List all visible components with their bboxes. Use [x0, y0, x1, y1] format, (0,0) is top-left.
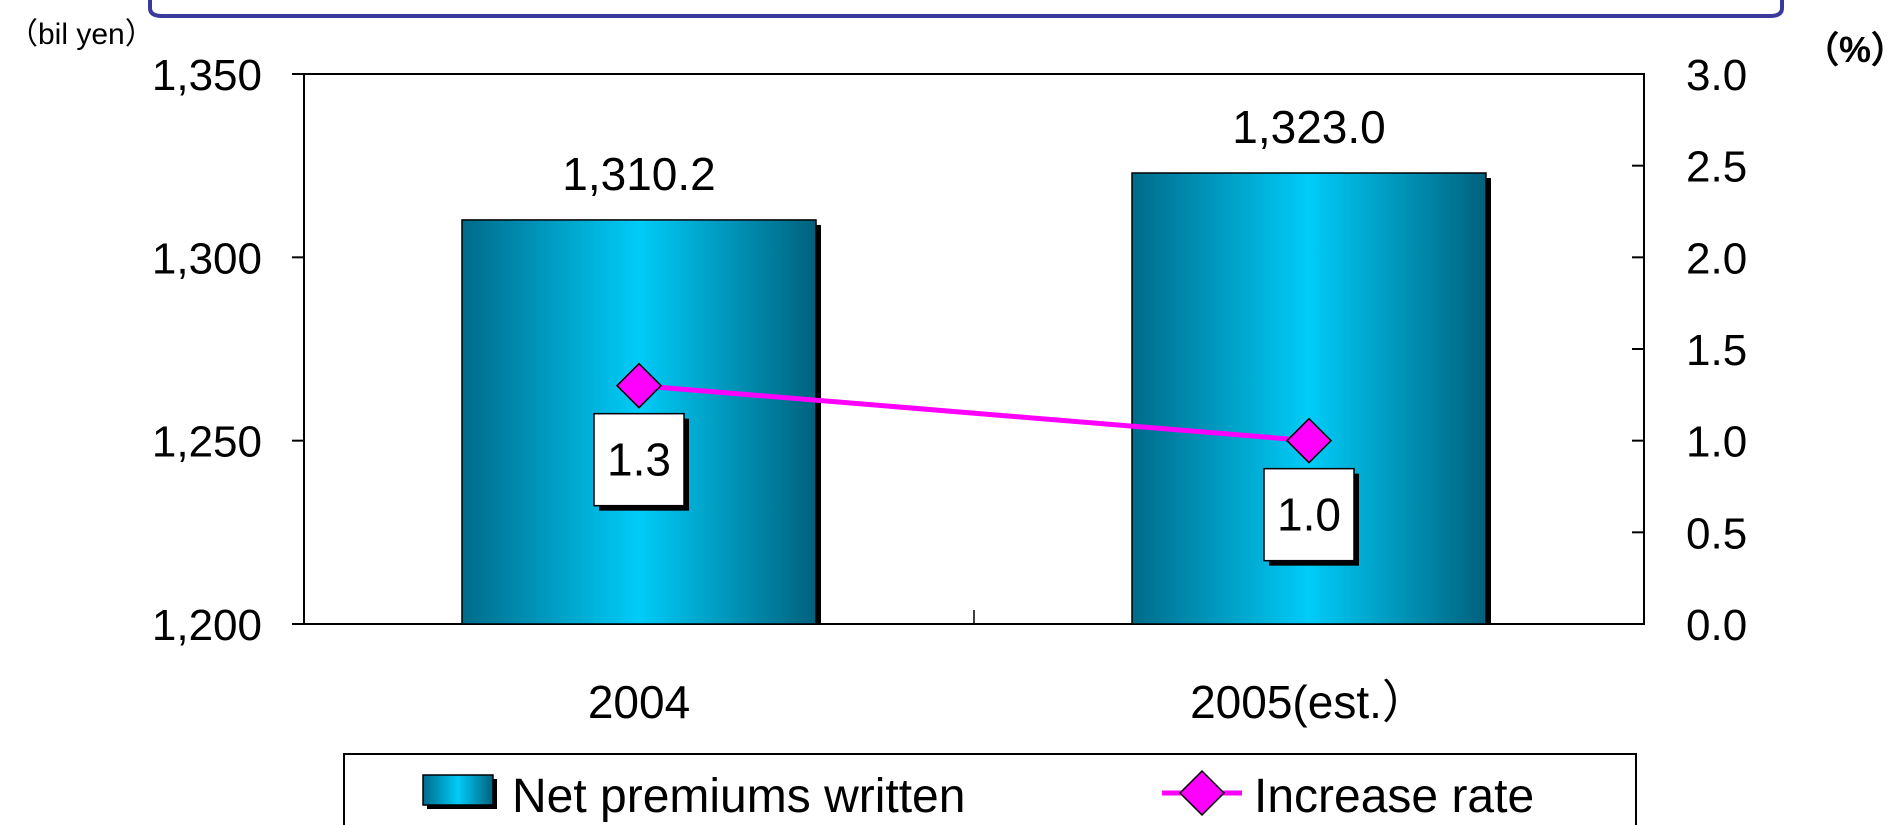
legend-label-net-premiums: Net premiums written: [512, 770, 965, 823]
left-axis-tick-label: 1,200: [152, 601, 262, 650]
right-axis-tick-label: 1.5: [1686, 326, 1747, 375]
right-axis-unit: （%）: [1803, 29, 1888, 70]
right-axis-tick-label: 1.0: [1686, 418, 1747, 467]
x-axis-category-label: 2004: [588, 676, 690, 728]
legend-line-marker: [1178, 769, 1226, 817]
right-axis-tick-label: 0.0: [1686, 601, 1747, 650]
increase-rate-marker: [1285, 417, 1333, 464]
data-label-box: [1263, 467, 1355, 562]
legend-bar-swatch: [422, 774, 494, 806]
left-axis-tick-label: 1,250: [152, 418, 262, 467]
increase-rate-line: [638, 383, 1310, 444]
increase-rate-marker: [615, 362, 663, 409]
x-axis: 2004 2005(est.）: [588, 610, 1428, 728]
right-axis: 0.0 0.5 1.0 1.5 2.0 2.5 3.0: [1632, 51, 1747, 650]
increase-rate-value-label: 1.0: [1277, 489, 1341, 541]
header-frame: [148, 0, 1784, 18]
line-series: 1.3 1.0: [593, 362, 1359, 566]
legend-box: [343, 753, 1637, 825]
x-axis-category-label: 2005(est.）: [1190, 676, 1428, 728]
right-axis-tick-label: 2.0: [1686, 234, 1747, 283]
legend-label-increase-rate: Increase rate: [1254, 770, 1534, 823]
legend: Net premiums written Increase rate: [343, 753, 1637, 825]
left-axis-unit: （bil yen）: [8, 18, 155, 51]
right-axis-tick-label: 3.0: [1686, 51, 1747, 100]
right-axis-tick-label: 0.5: [1686, 509, 1747, 558]
left-axis-tick-label: 1,300: [152, 234, 262, 283]
left-axis: 1,200 1,250 1,300 1,350: [152, 51, 304, 650]
increase-rate-value-label: 1.3: [607, 434, 671, 486]
left-axis-tick-label: 1,350: [152, 51, 262, 100]
right-axis-tick-label: 2.5: [1686, 143, 1747, 192]
bar-value-label: 1,310.2: [562, 148, 715, 200]
data-label-box: [593, 412, 685, 507]
bar-value-label: 1,323.0: [1232, 101, 1385, 153]
